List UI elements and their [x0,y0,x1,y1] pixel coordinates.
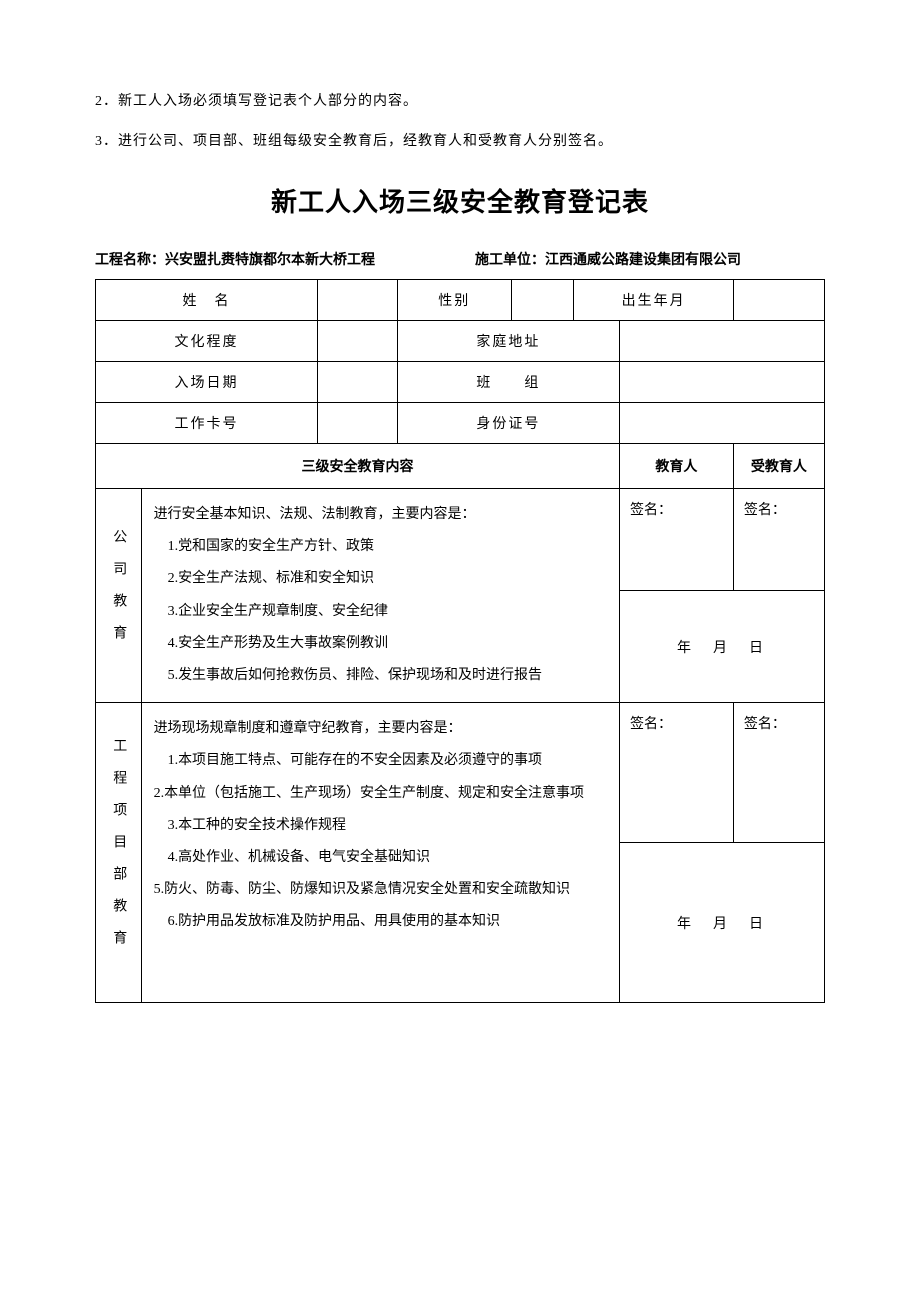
birth-value[interactable] [733,280,824,321]
table-row: 工程项目部教育 进场现场规章制度和遵章守纪教育，主要内容是： 1.本项目施工特点… [96,703,825,843]
registration-table: 姓 名 性别 出生年月 文化程度 家庭地址 入场日期 班 组 工作卡号 身份证号… [95,279,825,1003]
note-item-3: 3．进行公司、项目部、班组每级安全教育后，经教育人和受教育人分别签名。 [95,130,825,150]
project-name: 兴安盟扎赉特旗都尔本新大桥工程 [165,251,375,267]
table-row: 入场日期 班 组 [96,362,825,403]
level2-date[interactable]: 年 月 日 [619,843,824,1003]
education-value[interactable] [318,321,398,362]
id-no-value[interactable] [619,403,824,444]
education-label: 文化程度 [96,321,318,362]
entry-date-label: 入场日期 [96,362,318,403]
content-header: 三级安全教育内容 [96,444,620,489]
address-label: 家庭地址 [397,321,619,362]
level2-content: 进场现场规章制度和遵章守纪教育，主要内容是： 1.本项目施工特点、可能存在的不安… [141,703,619,1003]
team-label: 班 组 [397,362,619,403]
birth-label: 出生年月 [574,280,733,321]
level1-date[interactable]: 年 月 日 [619,590,824,702]
level1-educator-sign[interactable]: 签名： [619,489,733,591]
table-row: 文化程度 家庭地址 [96,321,825,362]
name-label: 姓 名 [96,280,318,321]
table-row: 工作卡号 身份证号 [96,403,825,444]
unit-label: 施工单位： [475,251,545,267]
level2-name: 工程项目部教育 [96,703,142,1003]
level1-content: 进行安全基本知识、法规、法制教育，主要内容是： 1.党和国家的安全生产方针、政策… [141,489,619,703]
unit-name: 江西通威公路建设集团有限公司 [545,251,741,267]
gender-value[interactable] [511,280,574,321]
level2-educator-sign[interactable]: 签名： [619,703,733,843]
note-item-2: 2．新工人入场必须填写登记表个人部分的内容。 [95,90,825,110]
name-value[interactable] [318,280,398,321]
project-label: 工程名称： [95,251,165,267]
team-value[interactable] [619,362,824,403]
level1-name: 公司教育 [96,489,142,703]
level2-educatee-sign[interactable]: 签名： [733,703,824,843]
header-info: 工程名称：兴安盟扎赉特旗都尔本新大桥工程 施工单位：江西通威公路建设集团有限公司 [95,249,825,269]
address-value[interactable] [619,321,824,362]
table-row: 公司教育 进行安全基本知识、法规、法制教育，主要内容是： 1.党和国家的安全生产… [96,489,825,591]
id-no-label: 身份证号 [397,403,619,444]
card-no-label: 工作卡号 [96,403,318,444]
table-row: 姓 名 性别 出生年月 [96,280,825,321]
card-no-value[interactable] [318,403,398,444]
gender-label: 性别 [397,280,511,321]
document-title: 新工人入场三级安全教育登记表 [95,182,825,219]
educator-header: 教育人 [619,444,733,489]
educatee-header: 受教育人 [733,444,824,489]
entry-date-value[interactable] [318,362,398,403]
level1-educatee-sign[interactable]: 签名： [733,489,824,591]
table-row: 三级安全教育内容 教育人 受教育人 [96,444,825,489]
